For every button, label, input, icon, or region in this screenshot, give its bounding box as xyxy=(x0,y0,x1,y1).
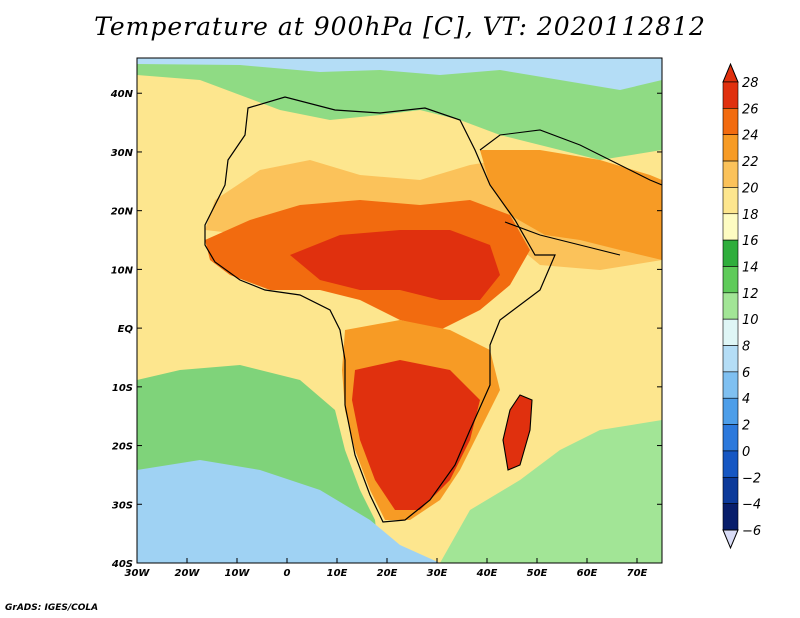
lon-tick-label: 60E xyxy=(577,568,598,579)
colorbar-label: 12 xyxy=(742,287,759,302)
colorbar-segment xyxy=(722,239,739,267)
colorbar-segment xyxy=(722,476,739,504)
colorbar-label: 10 xyxy=(742,313,759,328)
colorbar-label: −6 xyxy=(742,524,761,539)
lat-tick-label: 30N xyxy=(111,148,134,159)
grads-credit: GrADS: IGES/COLA xyxy=(5,603,99,613)
colorbar-label: 2 xyxy=(742,419,750,434)
colorbar-label: 24 xyxy=(742,129,759,144)
lon-tick-label: 30W xyxy=(125,568,151,579)
lat-tick-label: 20S xyxy=(112,442,133,453)
south-atlantic-blue-region xyxy=(137,460,440,563)
colorbar-segment xyxy=(722,424,739,452)
lat-tick-label: 30S xyxy=(112,500,133,511)
mediterranean-green-region xyxy=(137,58,662,160)
lat-tick-label: 20N xyxy=(111,207,134,218)
colorbar-label: 20 xyxy=(742,181,759,196)
lon-tick-label: 10W xyxy=(225,568,251,579)
colorbar-segment xyxy=(722,187,739,215)
colorbar-label: −4 xyxy=(742,498,761,513)
colorbar-segment xyxy=(722,134,739,162)
colorbar-segment xyxy=(722,266,739,294)
indian-ocean-south-region xyxy=(440,420,662,563)
lat-tick-label: 10S xyxy=(112,383,133,394)
colorbar-segment xyxy=(722,318,739,346)
lat-tick-label: 10N xyxy=(111,265,134,276)
lat-tick-label: EQ xyxy=(118,324,134,335)
lon-tick-label: 20E xyxy=(377,568,398,579)
lon-tick-label: 50E xyxy=(527,568,548,579)
colorbar-label: 8 xyxy=(742,340,750,355)
lon-tick-label: 0 xyxy=(284,568,291,579)
colorbar-segment xyxy=(722,371,739,399)
colorbar-label: 28 xyxy=(742,76,759,91)
colorbar-segment xyxy=(722,397,739,425)
madagascar-hot-region xyxy=(503,395,532,470)
colorbar-label: 4 xyxy=(742,392,750,407)
colorbar-label: −2 xyxy=(742,471,761,486)
lon-tick-label: 10E xyxy=(327,568,348,579)
southern-africa-hot-region xyxy=(352,360,480,510)
colorbar-segment xyxy=(722,345,739,373)
arabia-warm-region xyxy=(480,150,662,260)
central-africa-hot-region xyxy=(290,230,500,300)
plot-frame xyxy=(136,57,663,564)
colorbar-label: 14 xyxy=(742,260,759,275)
colorbar-label: 6 xyxy=(742,366,750,381)
lon-tick-label: 30E xyxy=(427,568,448,579)
lon-tick-label: 20W xyxy=(175,568,201,579)
colorbar-segment xyxy=(722,213,739,241)
colorbar-segment xyxy=(722,160,739,188)
lon-tick-label: 70E xyxy=(627,568,648,579)
colorbar-over-triangle xyxy=(722,62,739,83)
lat-tick-label: 40N xyxy=(110,89,134,100)
colorbar-label: 0 xyxy=(742,445,750,460)
colorbar-segment xyxy=(722,108,739,136)
colorbar-label: 26 xyxy=(742,102,759,117)
map-title: Temperature at 900hPa [C], VT: 202011281… xyxy=(94,12,706,41)
colorbar-segment xyxy=(722,450,739,478)
arabia-coastline xyxy=(479,129,662,256)
madagascar-coastline xyxy=(502,394,533,471)
colorbar-segment xyxy=(722,503,739,531)
colorbar-label: 18 xyxy=(742,208,759,223)
lon-tick-label: 40E xyxy=(476,568,498,579)
plot-area xyxy=(137,58,662,563)
africa-coastline xyxy=(204,96,556,523)
colorbar-segment xyxy=(722,81,739,109)
lat-tick-label: 40S xyxy=(111,559,133,570)
colorbar-label: 16 xyxy=(742,234,759,249)
colorbar-under-triangle xyxy=(722,529,739,550)
colorbar-segment xyxy=(722,292,739,320)
colorbar-label: 22 xyxy=(742,155,759,170)
north-cool-region xyxy=(137,58,662,90)
